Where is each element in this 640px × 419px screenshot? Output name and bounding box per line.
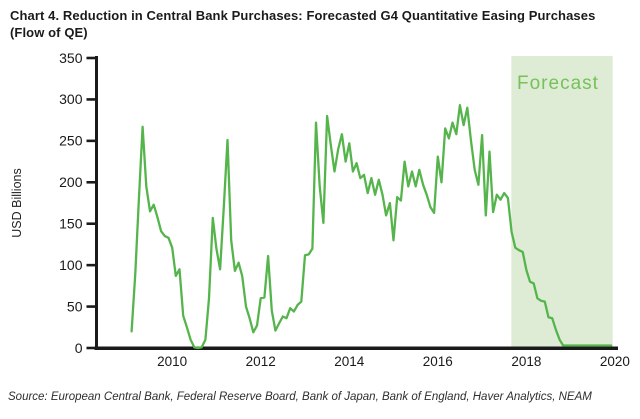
y-tick-label: 150 (59, 216, 83, 232)
forecast-label: Forecast (517, 73, 599, 94)
chart-title: Chart 4. Reduction in Central Bank Purch… (10, 8, 596, 40)
x-tick-label: 2018 (511, 354, 541, 369)
y-tick-label: 0 (75, 340, 83, 356)
qe-flow-line (130, 104, 613, 350)
y-tick-label: 250 (59, 133, 83, 149)
y-tick-label: 300 (59, 91, 83, 107)
x-tick-label: 2010 (157, 354, 187, 369)
y-tick-label: 50 (67, 298, 83, 314)
x-tick-label: 2016 (423, 354, 453, 369)
x-tick-label: 2020 (600, 354, 630, 369)
forecast-region (511, 56, 613, 347)
y-tick-label: 350 (59, 50, 83, 66)
source-note: Source: European Central Bank, Federal R… (8, 391, 592, 403)
y-tick-label: 100 (59, 257, 83, 273)
x-tick-label: 2014 (334, 354, 365, 369)
y-tick-label: 200 (59, 174, 83, 190)
x-tick-label: 2012 (246, 354, 276, 369)
